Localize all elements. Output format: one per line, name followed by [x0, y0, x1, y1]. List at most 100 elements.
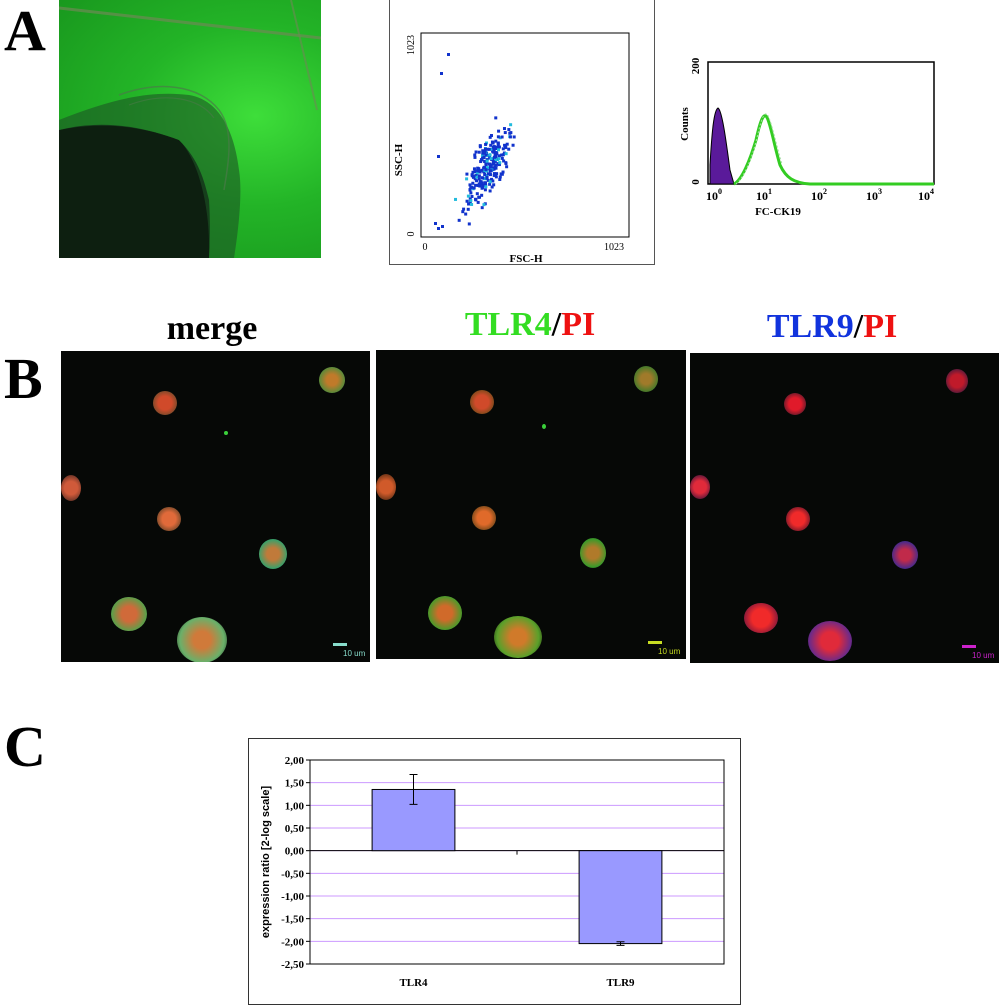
scatter-event	[488, 153, 492, 157]
scatter-event	[470, 202, 474, 206]
x-axis-labels: TLR4 TLR9	[399, 977, 635, 989]
scatter-event	[484, 153, 488, 157]
title-slash-2: /	[853, 308, 864, 345]
y-tick-label: 2,00	[285, 755, 305, 767]
cell	[319, 367, 345, 393]
scatter-event	[508, 135, 512, 139]
scatter-event	[490, 185, 494, 189]
scatter-event	[484, 168, 488, 172]
y-tick-label: -0,50	[281, 868, 304, 880]
scatter-event	[479, 160, 483, 164]
scatter-event	[482, 165, 486, 169]
scatter-event	[492, 145, 496, 149]
title-slash-1: /	[551, 306, 562, 343]
scatter-event	[468, 188, 472, 192]
y-tick-label: -2,00	[281, 936, 304, 948]
cell	[690, 475, 710, 499]
scale-bar	[648, 641, 662, 644]
scatter-event	[509, 123, 513, 127]
scatter-x-tick-max: 1023	[604, 242, 624, 253]
panel-label-c: C	[4, 714, 46, 779]
scatter-event	[511, 143, 515, 147]
scatter-event	[473, 177, 477, 181]
hist-y-label: Counts	[679, 106, 691, 140]
svg-text:101: 101	[756, 187, 772, 203]
scatter-event	[496, 162, 500, 166]
scatter-event	[497, 145, 501, 149]
scatter-event	[502, 127, 506, 131]
y-axis-label: expression ratio [2-log scale]	[260, 786, 272, 939]
scatter-event	[482, 169, 486, 173]
scatter-event	[480, 158, 484, 162]
scatter-event	[480, 181, 484, 185]
scatter-event	[475, 192, 479, 196]
scatter-event	[473, 153, 477, 157]
scatter-event	[447, 53, 450, 56]
scatter-event	[477, 174, 481, 178]
scatter-event	[466, 194, 470, 198]
scatter-event	[477, 167, 481, 171]
scale-label: 10 um	[972, 651, 995, 660]
scatter-event	[454, 197, 458, 201]
scatter-event	[483, 147, 487, 151]
scatter-x-label: FSC-H	[510, 253, 543, 264]
panel-label-a: A	[4, 0, 46, 63]
cell	[784, 393, 806, 415]
scatter-event	[485, 175, 489, 179]
scatter-event	[490, 147, 494, 151]
cell	[153, 391, 177, 415]
cell	[376, 474, 396, 500]
micrograph-tlr9-pi: 10 um	[690, 353, 999, 663]
scatter-event	[501, 147, 505, 151]
hist-x-tick-1-base: 10	[756, 189, 768, 203]
cell	[111, 597, 147, 631]
scatter-event	[490, 178, 494, 182]
scatter-event	[496, 143, 500, 147]
scatter-x-tick-min: 0	[423, 242, 428, 253]
scatter-event	[497, 163, 501, 167]
cell	[494, 616, 542, 658]
scatter-event	[461, 210, 465, 214]
scatter-event	[486, 147, 490, 151]
scatter-event	[495, 145, 499, 149]
x-label-tlr4: TLR4	[399, 977, 428, 989]
title-tlr9-pi: TLR9/PI	[732, 308, 932, 346]
speck	[542, 424, 546, 429]
scatter-event	[467, 222, 471, 226]
scatter-event	[469, 199, 473, 203]
scatter-event	[488, 182, 492, 186]
scatter-event	[470, 195, 474, 199]
cell	[580, 538, 606, 568]
scatter-event	[483, 181, 487, 185]
scatter-event	[505, 165, 509, 169]
scatter-event	[498, 136, 502, 140]
scatter-events	[434, 53, 516, 230]
scatter-event	[434, 222, 437, 225]
scatter-event	[437, 155, 440, 158]
scatter-event	[492, 172, 496, 176]
scatter-event	[477, 169, 481, 173]
scatter-event	[484, 162, 488, 166]
cell	[157, 507, 181, 531]
scatter-event	[472, 186, 476, 190]
scatter-event	[491, 140, 495, 144]
scatter-event	[507, 128, 511, 132]
scatter-event	[480, 176, 484, 180]
scatter-event	[508, 131, 512, 135]
scatter-event	[488, 135, 492, 139]
hist-x-tick-3-base: 10	[866, 189, 878, 203]
scatter-event	[489, 157, 493, 161]
scatter-event	[512, 135, 516, 139]
scatter-event	[487, 162, 491, 166]
svg-text:103: 103	[866, 187, 882, 203]
scatter-event	[494, 175, 498, 179]
scatter-event	[477, 177, 481, 181]
hist-x-tick-0-base: 10	[706, 189, 718, 203]
flow-scatter-plot: 1023 0 0 1023 FSC-H SSC-H	[389, 0, 655, 265]
scatter-event	[494, 116, 498, 120]
scatter-event	[476, 200, 480, 204]
svg-text:102: 102	[811, 187, 827, 203]
hist-x-tick-0-exp: 0	[718, 187, 722, 196]
scatter-event	[437, 227, 440, 230]
scatter-event	[465, 199, 469, 203]
